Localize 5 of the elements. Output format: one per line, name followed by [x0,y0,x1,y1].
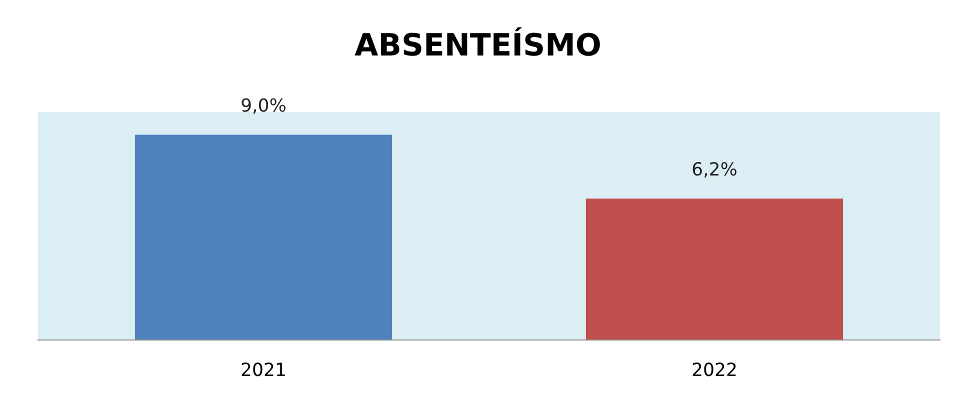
x-tick-label: 2021 [242,362,285,376]
x-tick-label: 2022 [692,362,736,376]
data-label: 9,0% [242,98,286,114]
data-label: 6,2% [692,162,736,178]
chart-title: ABSENTEÍSMO [354,27,600,56]
